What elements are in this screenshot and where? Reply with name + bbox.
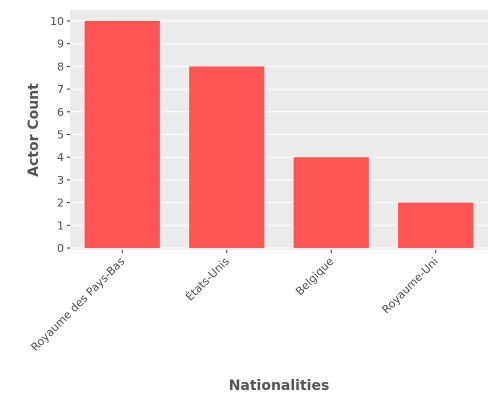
y-tick-label: 2	[57, 197, 64, 210]
y-axis-title: Actor Count	[26, 83, 42, 177]
y-tick-label: 5	[57, 129, 64, 142]
y-tick-label: 4	[57, 151, 64, 164]
x-tick-label: États-Unis	[183, 255, 232, 304]
bars	[84, 21, 474, 249]
bar	[293, 157, 369, 248]
x-axis-ticks: Royaume des Pays-Bas États-Unis Belgique Ro…	[29, 250, 441, 354]
bar	[398, 202, 474, 248]
y-tick-label: 3	[57, 174, 64, 187]
bar	[84, 21, 160, 248]
y-tick-label: 9	[57, 38, 64, 51]
y-tick-label: 10	[50, 15, 64, 28]
y-tick-label: 1	[57, 219, 64, 232]
y-tick-label: 6	[57, 106, 64, 119]
x-tick-label: Belgique	[293, 255, 336, 298]
x-tick-label: Royaume-Uni	[380, 255, 441, 316]
y-tick-label: 8	[57, 60, 64, 73]
x-tick-label: Royaume des Pays-Bas	[29, 255, 128, 354]
y-tick-label: 0	[57, 242, 64, 255]
y-tick-label: 7	[57, 83, 64, 96]
bar	[189, 66, 265, 249]
y-axis-ticks: 0 1 2 3 4 5 6 7 8 9 10	[50, 15, 70, 255]
x-axis-title: Nationalities	[229, 378, 330, 394]
